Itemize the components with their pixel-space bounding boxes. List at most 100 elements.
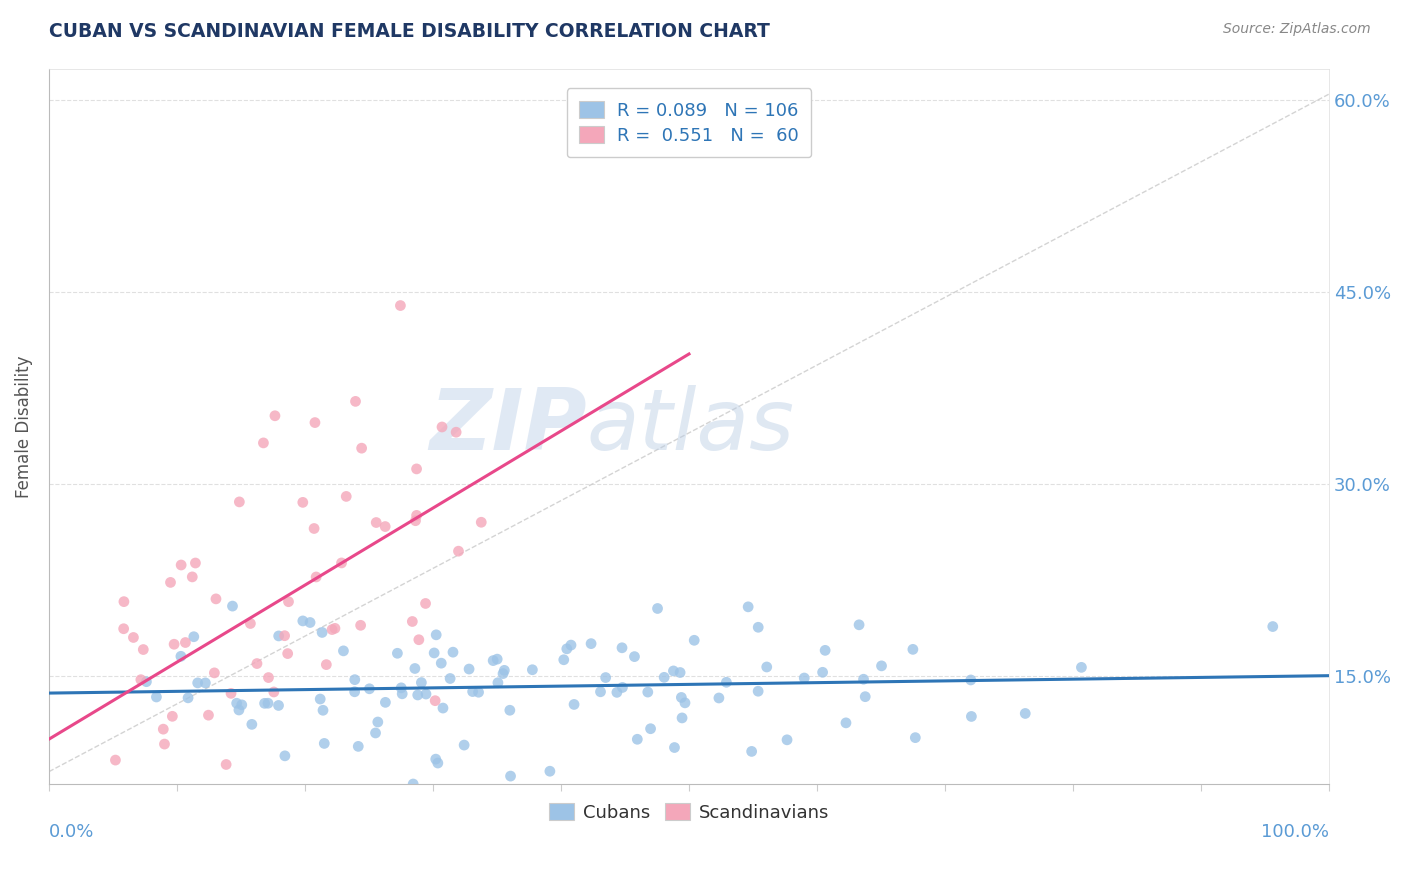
Point xyxy=(522,663,544,677)
Point xyxy=(835,715,858,730)
Point xyxy=(314,736,336,750)
Point xyxy=(187,676,209,690)
Point xyxy=(321,623,343,637)
Point xyxy=(959,673,981,687)
Point xyxy=(425,628,447,642)
Point xyxy=(579,637,602,651)
Point xyxy=(183,630,205,644)
Point xyxy=(162,709,184,723)
Point xyxy=(228,703,250,717)
Point xyxy=(560,638,582,652)
Point xyxy=(640,722,662,736)
Point xyxy=(387,646,409,660)
Point xyxy=(181,570,204,584)
Point xyxy=(273,629,295,643)
Point xyxy=(741,744,763,758)
Point xyxy=(112,594,135,608)
Point xyxy=(793,671,815,685)
Text: CUBAN VS SCANDINAVIAN FEMALE DISABILITY CORRELATION CHART: CUBAN VS SCANDINAVIAN FEMALE DISABILITY … xyxy=(49,22,770,41)
Point xyxy=(103,784,125,798)
Point xyxy=(870,658,893,673)
Point xyxy=(315,657,337,672)
Point xyxy=(389,681,412,695)
Point xyxy=(359,681,381,696)
Point xyxy=(423,646,446,660)
Point xyxy=(499,769,522,783)
Point xyxy=(174,635,197,649)
Text: Source: ZipAtlas.com: Source: ZipAtlas.com xyxy=(1223,22,1371,37)
Point xyxy=(159,575,181,590)
Point xyxy=(637,685,659,699)
Point xyxy=(335,490,357,504)
Point xyxy=(404,661,426,675)
Point xyxy=(58,784,80,798)
Point xyxy=(555,641,578,656)
Point xyxy=(221,599,243,613)
Point xyxy=(219,686,242,700)
Point xyxy=(406,688,429,702)
Point xyxy=(470,515,492,529)
Point xyxy=(960,709,983,723)
Point xyxy=(267,629,290,643)
Point xyxy=(562,698,585,712)
Point xyxy=(239,616,262,631)
Point xyxy=(177,690,200,705)
Point xyxy=(222,784,245,798)
Point xyxy=(184,556,207,570)
Point xyxy=(589,685,612,699)
Point xyxy=(240,717,263,731)
Point xyxy=(231,698,253,712)
Point xyxy=(538,764,561,779)
Point xyxy=(430,420,453,434)
Point xyxy=(662,664,685,678)
Text: 100.0%: 100.0% xyxy=(1261,823,1329,841)
Point xyxy=(747,620,769,634)
Point xyxy=(153,737,176,751)
Point xyxy=(415,687,437,701)
Point xyxy=(1261,619,1284,633)
Point xyxy=(811,665,834,680)
Point xyxy=(112,622,135,636)
Legend: Cubans, Scandinavians: Cubans, Scandinavians xyxy=(541,796,837,829)
Point xyxy=(426,756,449,770)
Point xyxy=(391,687,413,701)
Point xyxy=(215,757,238,772)
Point xyxy=(277,647,299,661)
Point xyxy=(264,409,287,423)
Point xyxy=(683,633,706,648)
Point xyxy=(152,722,174,736)
Point xyxy=(652,670,675,684)
Point xyxy=(312,703,335,717)
Point xyxy=(246,657,269,671)
Point xyxy=(405,514,427,528)
Point xyxy=(901,642,924,657)
Point xyxy=(170,558,193,572)
Point xyxy=(135,674,157,689)
Point xyxy=(444,425,467,440)
Point xyxy=(253,696,276,710)
Point xyxy=(671,690,693,705)
Point xyxy=(343,685,366,699)
Point xyxy=(138,784,160,798)
Point xyxy=(374,519,396,533)
Point xyxy=(299,615,322,630)
Text: 0.0%: 0.0% xyxy=(49,823,94,841)
Y-axis label: Female Disability: Female Disability xyxy=(15,355,32,498)
Point xyxy=(309,692,332,706)
Text: ZIP: ZIP xyxy=(429,385,586,468)
Point xyxy=(411,675,433,690)
Point xyxy=(194,676,217,690)
Point xyxy=(623,649,645,664)
Point xyxy=(257,671,280,685)
Point xyxy=(225,696,247,710)
Point xyxy=(291,614,314,628)
Point xyxy=(776,732,799,747)
Point xyxy=(425,694,447,708)
Point xyxy=(747,684,769,698)
Point xyxy=(853,690,876,704)
Point xyxy=(610,640,633,655)
Point xyxy=(349,618,371,632)
Point xyxy=(367,714,389,729)
Point xyxy=(405,462,427,476)
Point xyxy=(1014,706,1036,721)
